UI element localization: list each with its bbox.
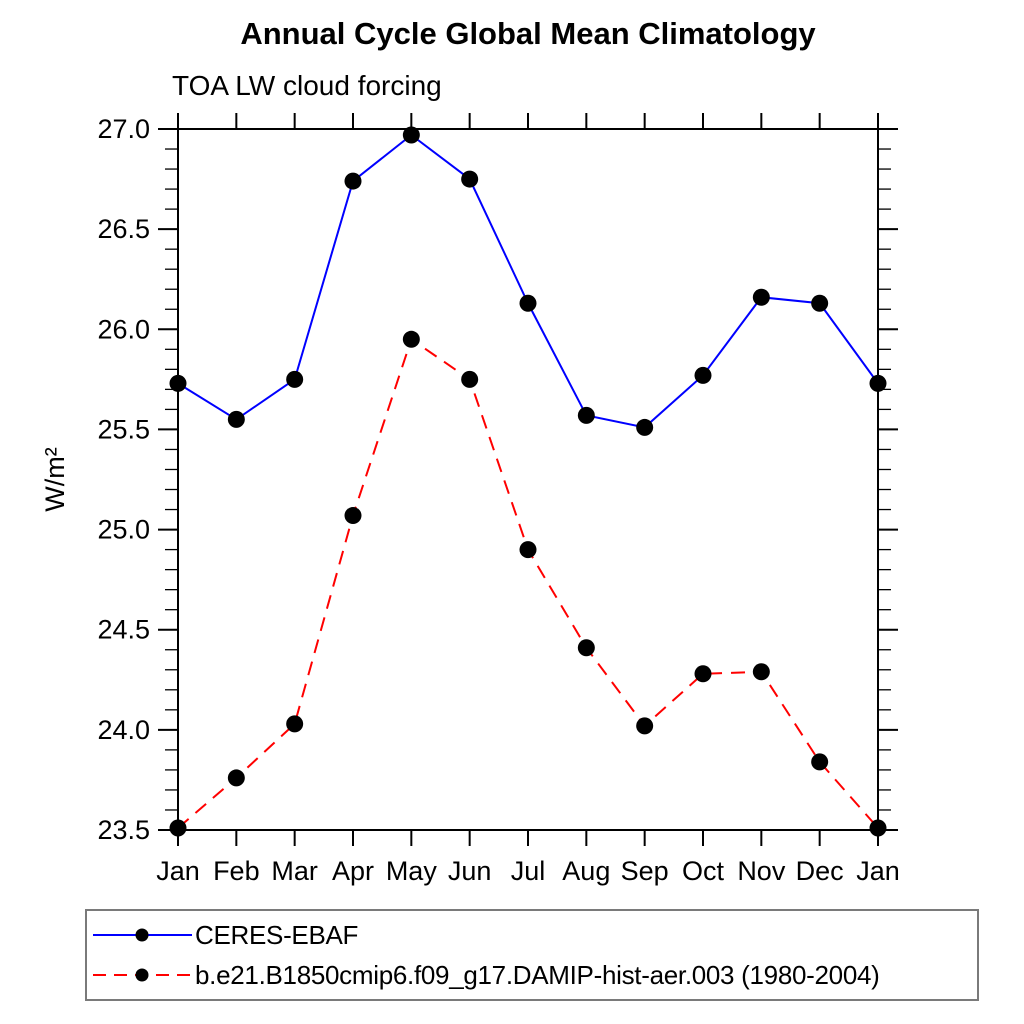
svg-text:W/m²: W/m² [40,447,70,511]
svg-text:Dec: Dec [796,856,844,886]
svg-text:Sep: Sep [621,856,669,886]
chart-title: Annual Cycle Global Mean Climatology [240,16,816,51]
svg-text:27.0: 27.0 [97,114,150,144]
svg-text:24.0: 24.0 [97,715,150,745]
svg-text:23.5: 23.5 [97,815,150,845]
svg-text:Mar: Mar [271,856,318,886]
svg-text:Jun: Jun [448,856,492,886]
legend-label-observation: CERES-EBAF [195,919,359,950]
svg-text:26.5: 26.5 [97,214,150,244]
legend-item-model: b.e21.B1850cmip6.f09_g17.DAMIP-hist-aer.… [90,958,977,992]
svg-text:Nov: Nov [737,856,786,886]
svg-text:24.5: 24.5 [97,615,150,645]
svg-text:26.0: 26.0 [97,314,150,344]
svg-text:Jan: Jan [156,856,200,886]
legend-label-model: b.e21.B1850cmip6.f09_g17.DAMIP-hist-aer.… [195,959,880,990]
legend-dashed-line-marker-icon [93,968,192,982]
chart-subtitle: TOA LW cloud forcing [172,70,442,101]
svg-text:Jul: Jul [511,856,546,886]
svg-text:May: May [386,856,438,886]
legend: CERES-EBAF b.e21.B1850cmip6.f09_g17.DAMI… [85,909,979,1001]
svg-text:Jan: Jan [856,856,900,886]
svg-text:25.5: 25.5 [97,414,150,444]
svg-text:Apr: Apr [332,856,374,886]
svg-text:25.0: 25.0 [97,515,150,545]
legend-item-observation: CERES-EBAF [90,918,977,952]
svg-text:Feb: Feb [213,856,260,886]
svg-text:Aug: Aug [562,856,610,886]
legend-solid-line-marker-icon [93,928,192,942]
svg-text:Oct: Oct [682,856,725,886]
